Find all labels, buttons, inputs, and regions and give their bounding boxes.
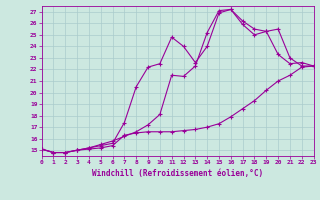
X-axis label: Windchill (Refroidissement éolien,°C): Windchill (Refroidissement éolien,°C) bbox=[92, 169, 263, 178]
